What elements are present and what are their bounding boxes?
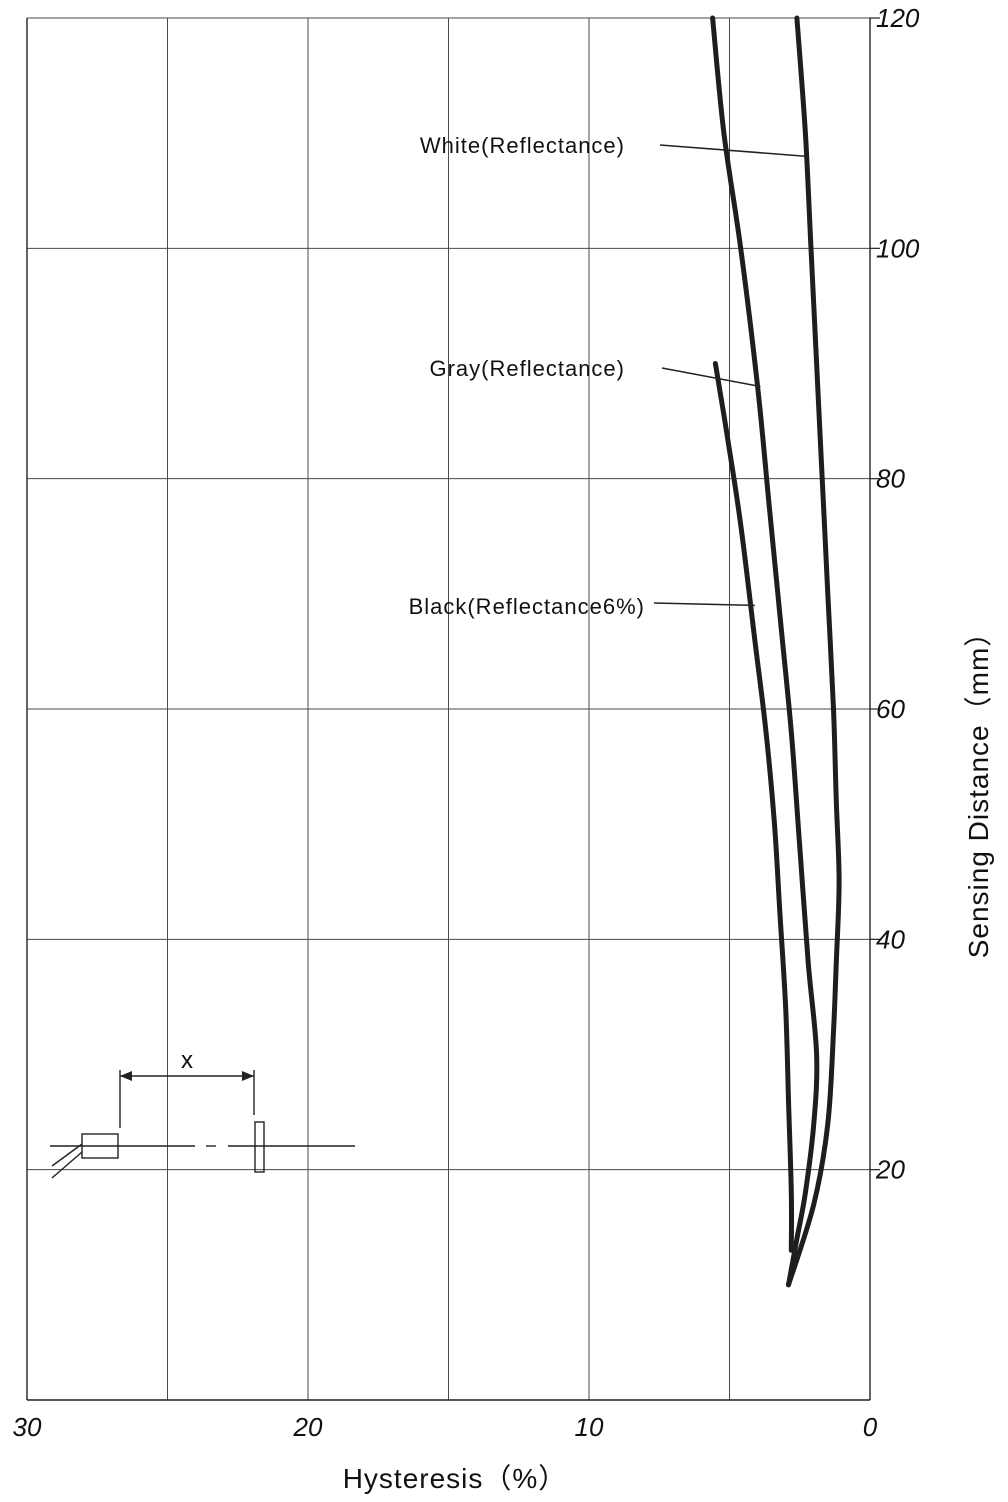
gray-curve — [786, 15, 842, 1288]
y-tick-label: 100 — [876, 233, 920, 263]
x-tick-label: 20 — [293, 1412, 323, 1442]
gray-label: Gray(Reflectance) — [429, 356, 625, 381]
x-axis-label: Hysteresis（%） — [343, 1463, 568, 1494]
leader-line — [659, 144, 806, 157]
black-label: Black(Reflectance6%) — [409, 594, 645, 619]
sensor-distance-diagram-icon: x — [50, 1047, 355, 1179]
leader-line — [653, 602, 755, 607]
x-tick-label: 10 — [575, 1412, 604, 1442]
y-tick-label: 40 — [876, 924, 905, 954]
y-axis-label: Sensing Distance（mm） — [963, 618, 994, 959]
annotations: White(Reflectance) Gray(Reflectance) Black… — [409, 133, 806, 619]
leader-line — [661, 367, 761, 388]
white-label: White(Reflectance) — [420, 133, 625, 158]
white-curve — [710, 15, 820, 1288]
x-tick-label: 0 — [863, 1412, 878, 1442]
y-tick-label: 80 — [876, 464, 905, 494]
y-tick-label: 20 — [875, 1155, 905, 1185]
curves — [710, 15, 842, 1288]
y-tick-label: 60 — [876, 694, 905, 724]
x-tick-label: 30 — [13, 1412, 42, 1442]
black-curve — [712, 361, 795, 1253]
grid — [26, 17, 871, 1401]
inset-x-label: x — [181, 1047, 193, 1074]
y-tick-label: 120 — [876, 3, 920, 33]
